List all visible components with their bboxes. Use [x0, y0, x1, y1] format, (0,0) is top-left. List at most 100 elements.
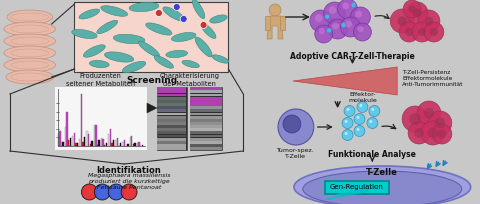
- Bar: [157, 135, 186, 138]
- Bar: [131, 137, 132, 146]
- Bar: [190, 138, 222, 141]
- Circle shape: [200, 22, 207, 29]
- Ellipse shape: [201, 24, 216, 39]
- Ellipse shape: [146, 24, 172, 36]
- Bar: [108, 134, 109, 146]
- Circle shape: [341, 18, 360, 38]
- Circle shape: [357, 116, 360, 119]
- Circle shape: [342, 3, 349, 10]
- Circle shape: [399, 23, 419, 43]
- Circle shape: [345, 132, 348, 135]
- Circle shape: [425, 18, 433, 26]
- Circle shape: [342, 130, 353, 141]
- Circle shape: [357, 27, 363, 33]
- Ellipse shape: [166, 51, 188, 58]
- Bar: [157, 122, 186, 125]
- Circle shape: [372, 109, 374, 111]
- Ellipse shape: [195, 38, 212, 58]
- Bar: [101, 139, 102, 146]
- Circle shape: [408, 122, 430, 144]
- Circle shape: [397, 17, 407, 27]
- Circle shape: [310, 11, 332, 33]
- Circle shape: [418, 11, 440, 33]
- Circle shape: [354, 114, 365, 125]
- Circle shape: [156, 10, 162, 17]
- Circle shape: [421, 121, 445, 145]
- Bar: [59, 131, 60, 146]
- Polygon shape: [267, 17, 283, 40]
- Circle shape: [345, 120, 348, 123]
- Bar: [190, 91, 222, 94]
- Circle shape: [353, 24, 372, 42]
- Bar: [142, 145, 143, 146]
- Ellipse shape: [84, 45, 105, 58]
- Circle shape: [342, 118, 353, 129]
- Circle shape: [347, 109, 349, 111]
- Ellipse shape: [79, 10, 100, 20]
- Circle shape: [95, 184, 110, 200]
- FancyBboxPatch shape: [324, 181, 389, 194]
- Circle shape: [417, 102, 441, 125]
- Bar: [190, 107, 222, 110]
- Bar: [124, 140, 125, 146]
- Bar: [157, 147, 186, 150]
- Circle shape: [357, 128, 360, 131]
- Bar: [157, 132, 186, 135]
- Circle shape: [370, 120, 372, 123]
- Circle shape: [337, 0, 358, 20]
- Bar: [190, 141, 222, 144]
- Ellipse shape: [154, 57, 173, 69]
- Bar: [190, 122, 222, 125]
- Circle shape: [424, 108, 434, 119]
- Ellipse shape: [129, 3, 159, 13]
- Bar: [190, 144, 222, 147]
- Circle shape: [108, 184, 124, 200]
- Bar: [157, 100, 186, 103]
- Bar: [138, 142, 140, 146]
- Circle shape: [350, 8, 371, 28]
- Ellipse shape: [6, 71, 54, 85]
- Bar: [190, 119, 222, 122]
- Bar: [74, 3, 228, 73]
- Bar: [102, 140, 104, 146]
- Ellipse shape: [163, 8, 185, 22]
- Ellipse shape: [72, 30, 97, 39]
- Circle shape: [432, 124, 452, 144]
- Circle shape: [269, 5, 281, 17]
- Polygon shape: [147, 103, 157, 113]
- Polygon shape: [293, 68, 397, 95]
- Bar: [122, 142, 124, 146]
- Circle shape: [354, 126, 365, 137]
- Bar: [190, 97, 222, 100]
- Ellipse shape: [212, 55, 229, 64]
- Bar: [115, 140, 117, 146]
- Ellipse shape: [105, 53, 134, 63]
- Circle shape: [414, 129, 424, 138]
- Ellipse shape: [171, 33, 196, 42]
- Bar: [157, 141, 186, 144]
- Bar: [190, 88, 222, 91]
- Circle shape: [403, 1, 421, 19]
- Circle shape: [428, 128, 438, 139]
- Bar: [157, 116, 186, 119]
- Bar: [157, 107, 186, 110]
- Circle shape: [405, 29, 413, 37]
- Bar: [65, 128, 66, 146]
- Circle shape: [121, 184, 137, 200]
- Bar: [157, 94, 186, 97]
- Ellipse shape: [210, 16, 227, 24]
- Text: Megasphaera massiliensis
produziert die kurzkettige
Fettsäure Pentanoat: Megasphaera massiliensis produziert die …: [88, 172, 170, 190]
- Text: Tumor-spez.
T-Zelle: Tumor-spez. T-Zelle: [277, 147, 315, 159]
- Ellipse shape: [303, 171, 462, 204]
- Circle shape: [424, 23, 444, 43]
- Bar: [190, 94, 222, 97]
- Bar: [117, 139, 118, 146]
- Bar: [120, 144, 121, 146]
- Text: Funktionale Analyse: Funktionale Analyse: [328, 149, 416, 158]
- Circle shape: [319, 29, 325, 35]
- Circle shape: [315, 15, 323, 23]
- Bar: [81, 95, 82, 146]
- Bar: [113, 140, 114, 146]
- Circle shape: [344, 106, 355, 117]
- Bar: [157, 97, 186, 100]
